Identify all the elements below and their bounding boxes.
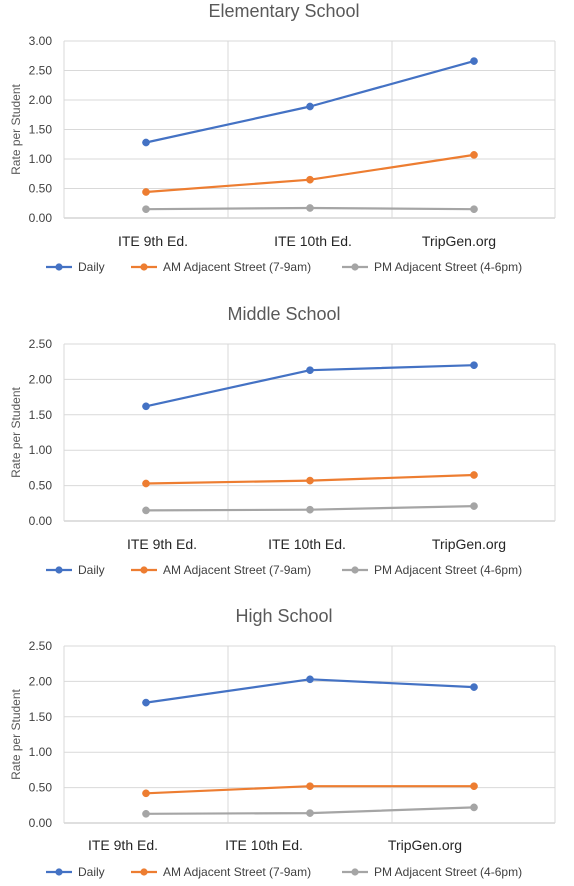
y-tick-label: 3.00 <box>29 34 53 48</box>
y-tick-label: 1.00 <box>29 152 53 166</box>
y-tick-label: 0.00 <box>29 211 53 225</box>
y-tick-label: 2.00 <box>29 674 53 688</box>
legend-label: AM Adjacent Street (7-9am) <box>163 563 311 577</box>
y-tick-label: 1.50 <box>29 123 53 137</box>
chart-3: High School 0.00 0.50 1.00 1.50 2.00 2.50 Rate … <box>9 606 556 879</box>
legend-marker <box>351 566 359 574</box>
y-tick-label: 2.00 <box>29 372 53 386</box>
data-point <box>470 502 478 510</box>
data-point <box>306 204 314 212</box>
data-point <box>306 675 314 684</box>
data-point <box>142 789 150 798</box>
y-tick-label: 2.50 <box>29 64 53 78</box>
legend-label: AM Adjacent Street (7-9am) <box>163 260 311 274</box>
y-tick-label: 0.50 <box>29 182 53 196</box>
chart-title: High School <box>235 606 332 626</box>
chart-2: Middle School 0.00 0.50 1.00 1.50 2.00 2.50 Rat… <box>9 304 556 577</box>
y-tick-label: 0.00 <box>29 514 53 528</box>
data-point <box>306 782 314 791</box>
data-point <box>142 506 150 515</box>
y-tick-label: 2.50 <box>29 337 53 351</box>
series-line <box>145 153 475 194</box>
data-point <box>306 505 314 514</box>
y-axis-label: Rate per Student <box>9 688 23 779</box>
data-point <box>306 476 314 485</box>
series-line <box>145 60 475 144</box>
y-axis-label: Rate per Student <box>9 83 23 174</box>
data-point <box>142 479 150 488</box>
x-tick-label: TripGen.org <box>388 837 462 853</box>
chart-title: Middle School <box>227 304 340 324</box>
x-tick-label: TripGen.org <box>432 536 506 552</box>
data-point <box>142 402 150 411</box>
data-point <box>142 138 150 147</box>
y-tick-label: 0.50 <box>29 781 53 795</box>
legend-label: PM Adjacent Street (4-6pm) <box>374 260 522 274</box>
legend-marker <box>55 566 63 574</box>
data-point <box>142 205 150 214</box>
y-axis-label: Rate per Student <box>9 386 23 477</box>
data-point <box>142 698 150 707</box>
data-point <box>142 809 150 818</box>
data-point <box>470 471 478 479</box>
data-point <box>470 57 478 65</box>
data-point <box>470 803 478 812</box>
x-tick-label: ITE 10th Ed. <box>268 536 346 552</box>
legend-marker <box>351 868 359 876</box>
data-point <box>306 809 314 817</box>
legend-label: AM Adjacent Street (7-9am) <box>163 865 311 879</box>
y-tick-label: 2.50 <box>29 639 53 653</box>
y-tick-label: 1.00 <box>29 443 53 457</box>
legend-marker <box>55 868 63 876</box>
y-tick-label: 1.00 <box>29 745 53 759</box>
data-point <box>470 205 478 214</box>
legend-label: Daily <box>78 563 105 577</box>
y-tick-label: 0.00 <box>29 816 53 830</box>
data-point <box>306 102 314 111</box>
y-tick-label: 1.50 <box>29 408 53 422</box>
x-tick-label: TripGen.org <box>422 233 496 249</box>
data-point <box>470 151 478 159</box>
legend-label: Daily <box>78 260 105 274</box>
y-tick-label: 2.00 <box>29 93 53 107</box>
chart-title: Elementary School <box>208 1 359 21</box>
legend-marker <box>140 566 148 574</box>
data-point <box>470 361 478 370</box>
legend-marker <box>140 263 148 271</box>
data-point <box>306 175 314 184</box>
legend-label: PM Adjacent Street (4-6pm) <box>374 563 522 577</box>
x-tick-label: ITE 9th Ed. <box>127 536 197 552</box>
data-point <box>306 366 314 375</box>
legend-marker <box>55 263 63 271</box>
chart-1: Elementary School 0.00 0.50 1.00 1.50 2.00 2.5… <box>9 1 556 274</box>
legend-marker <box>351 263 359 271</box>
legend-label: Daily <box>78 865 105 879</box>
x-tick-label: ITE 9th Ed. <box>118 233 188 249</box>
x-tick-label: ITE 10th Ed. <box>225 837 303 853</box>
x-tick-label: ITE 10th Ed. <box>274 233 352 249</box>
legend-label: PM Adjacent Street (4-6pm) <box>374 865 522 879</box>
x-tick-label: ITE 9th Ed. <box>88 837 158 853</box>
data-point <box>142 188 150 196</box>
y-tick-label: 0.50 <box>29 479 53 493</box>
data-point <box>470 683 478 691</box>
legend-marker <box>140 868 148 876</box>
data-point <box>470 782 478 791</box>
y-tick-label: 1.50 <box>29 710 53 724</box>
